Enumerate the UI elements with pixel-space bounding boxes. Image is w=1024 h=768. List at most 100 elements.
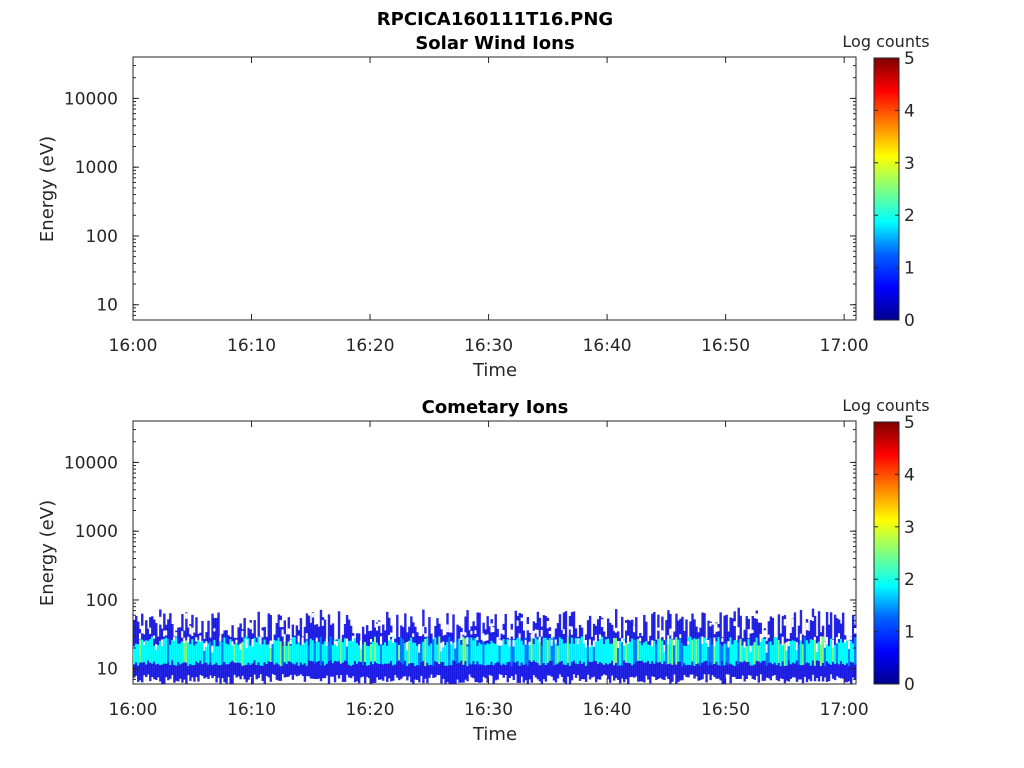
spectrogram-core-cell — [659, 638, 662, 662]
spectrogram-core-cell — [689, 636, 692, 666]
spectrogram-gap — [460, 632, 463, 640]
spectrogram-core-cell — [779, 644, 783, 667]
spectrogram-core-cell — [281, 646, 285, 666]
spectrogram-core-cell — [323, 641, 327, 666]
spectrogram-gap — [540, 629, 544, 637]
spectrogram-gap — [709, 622, 712, 627]
spectrogram-core-cell — [303, 642, 307, 664]
spectrogram-core-cell — [594, 638, 598, 662]
spectrogram-core-cell — [735, 640, 738, 662]
spectrogram-core-cell — [847, 640, 851, 667]
spectrogram-core-cell — [448, 636, 451, 665]
spectrogram-core-cell — [390, 639, 393, 661]
spectrogram-core-cell — [265, 644, 268, 665]
spectrogram-core-cell — [831, 642, 835, 662]
spectrogram-core-cell — [675, 636, 678, 665]
spectrogram-gap — [831, 639, 835, 648]
spectrogram-core-cell — [679, 637, 682, 662]
y-axis-label-solar-wind: Energy (eV) — [37, 136, 58, 242]
spectrogram-gap — [707, 640, 710, 648]
spectrogram-core-cell — [615, 638, 618, 663]
spectrogram-core-cell — [534, 637, 538, 663]
colorbar-label-cometary: Log counts — [842, 396, 929, 415]
spectrogram-core-cell — [173, 637, 176, 665]
spectrogram-gap — [512, 640, 515, 647]
spectrogram-core-cell — [488, 644, 491, 665]
spectrogram-core-cell — [839, 638, 843, 662]
spectrogram-core-cell — [544, 637, 548, 666]
spectrogram-column — [623, 642, 626, 683]
y-tick-label: 10 — [96, 660, 118, 680]
spectrogram-core-cell — [578, 638, 582, 661]
spectrogram-core-cell — [604, 639, 608, 664]
colorbar-tick-label: 5 — [904, 413, 915, 433]
spectrogram-gap — [767, 634, 771, 638]
spectrogram-gap — [671, 635, 674, 639]
spectrogram-core-cell — [422, 641, 425, 662]
spectrogram-core-cell — [693, 638, 696, 666]
spectrogram-core-cell — [530, 637, 534, 662]
spectrogram-gap — [588, 639, 592, 648]
spectrogram-core-cell — [371, 641, 375, 665]
spectrogram-core-cell — [510, 640, 513, 667]
spectrogram-gap — [279, 620, 283, 628]
spectrogram-core-cell — [817, 641, 821, 662]
spectrogram-gap — [239, 643, 242, 650]
plot-area-solar-wind — [132, 56, 857, 321]
spectrogram-core-cell — [416, 645, 419, 666]
spectrogram-core-cell — [789, 641, 793, 665]
spectrogram-core-cell — [193, 645, 196, 666]
spectrogram-core-cell — [733, 640, 736, 667]
spectrogram-core-cell — [207, 643, 210, 665]
y-tick-label: 100 — [86, 227, 118, 247]
spectrogram-core-cell — [363, 642, 367, 662]
spectrogram-gap — [486, 634, 489, 641]
spectrogram-gap — [516, 620, 519, 627]
spectrogram-cometary — [133, 607, 857, 684]
spectrogram-core-cell — [233, 644, 236, 663]
spectrogram-gap — [502, 630, 505, 635]
spectrogram-core-cell — [743, 644, 746, 661]
spectrogram-core-cell — [502, 639, 505, 664]
spectrogram-gap — [380, 636, 383, 645]
axes-solar-wind: 16:00 16:10 16:20 16:30 16:40 16:50 17:00 10 100… — [64, 56, 869, 356]
spectrogram-core-cell — [841, 642, 845, 664]
spectrogram-core-cell — [520, 640, 524, 663]
colorbar-tick-label: 2 — [904, 206, 915, 226]
spectrogram-column — [454, 643, 457, 684]
spectrogram-gap — [454, 641, 457, 649]
spectrogram-core-cell — [245, 636, 248, 665]
spectrogram-core-cell — [406, 642, 409, 666]
spectrogram-gap — [536, 629, 540, 637]
spectrogram-core-cell — [584, 640, 588, 666]
spectrogram-gap — [161, 639, 164, 647]
spectrogram-core-cell — [761, 637, 765, 661]
spectrogram-core-cell — [139, 639, 142, 663]
spectrogram-core-cell — [376, 642, 379, 664]
spectrogram-gap — [623, 640, 626, 646]
spectrogram-gap — [450, 641, 453, 645]
spectrogram-gap — [442, 641, 445, 648]
spectrogram-core-cell — [631, 638, 634, 666]
spectrogram-core-cell — [765, 645, 769, 666]
spectrogram-gap — [651, 640, 654, 647]
spectrogram-gap — [717, 627, 720, 632]
spectrogram-core-cell — [647, 644, 650, 661]
spectrogram-core-cell — [482, 638, 485, 665]
spectrogram-core-cell — [793, 640, 797, 664]
spectrogram-core-cell — [255, 642, 258, 666]
spectrogram-core-cell — [259, 642, 262, 666]
spectrogram-core-cell — [161, 639, 164, 665]
spectrogram-core-cell — [456, 640, 459, 664]
spectrogram-gap — [245, 639, 248, 649]
spectrogram-gap — [376, 623, 379, 631]
x-tick-label: 16:50 — [701, 700, 750, 720]
spectrogram-core-cell — [751, 645, 754, 666]
spectrogram-core-cell — [825, 641, 829, 662]
panel-cometary: Cometary Ions 16:00 16:10 16:20 16:30 16:40 1… — [37, 396, 930, 745]
spectrogram-core-cell — [159, 640, 162, 666]
spectrogram-core-cell — [833, 644, 837, 665]
colorbar-cometary — [873, 421, 900, 685]
spectrogram-gap — [805, 622, 809, 631]
spectrogram-core-cell — [309, 638, 313, 661]
